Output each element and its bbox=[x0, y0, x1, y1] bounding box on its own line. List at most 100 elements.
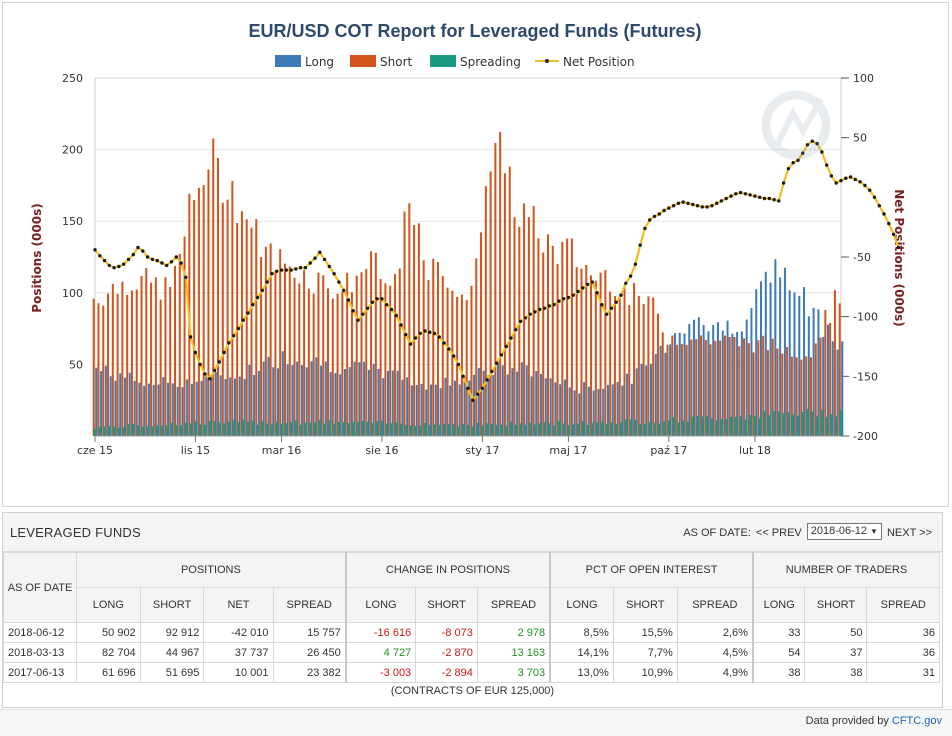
cot-chart: EUR/USD COT Report for Leveraged Funds (… bbox=[30, 21, 906, 457]
spreading-bar bbox=[113, 426, 116, 436]
short-bar bbox=[331, 298, 334, 436]
short-bar bbox=[456, 296, 459, 436]
long-bar bbox=[458, 384, 461, 436]
spreading-bar bbox=[787, 412, 790, 436]
short-bar bbox=[728, 337, 731, 436]
spreading-bar bbox=[122, 427, 125, 436]
short-bar bbox=[422, 260, 425, 436]
prev-link[interactable]: << PREV bbox=[755, 526, 802, 539]
legend-label-net-position: Net Position bbox=[563, 55, 635, 69]
spreading-bar bbox=[285, 422, 288, 436]
short-bar bbox=[374, 252, 377, 436]
net-position-point bbox=[308, 261, 312, 265]
short-bar bbox=[360, 272, 363, 436]
short-bar bbox=[260, 257, 263, 436]
short-bar bbox=[623, 285, 626, 436]
long-bar bbox=[654, 353, 657, 436]
col-header-long: LONG bbox=[76, 587, 141, 623]
spreading-bar bbox=[141, 426, 144, 436]
short-bar bbox=[503, 173, 506, 436]
spreading-bar bbox=[404, 425, 407, 436]
long-bar bbox=[210, 375, 213, 436]
x-tick-label: lut 18 bbox=[739, 444, 771, 457]
col-header-spread: SPREAD bbox=[476, 587, 551, 623]
spreading-bar bbox=[643, 423, 646, 436]
spreading-bar bbox=[156, 425, 159, 436]
spreading-bar bbox=[782, 413, 785, 436]
spreading-bar bbox=[170, 422, 173, 436]
net-position-point bbox=[495, 361, 499, 365]
long-bar bbox=[300, 365, 303, 436]
long-bar bbox=[157, 384, 160, 436]
long-bar bbox=[807, 316, 810, 436]
net-position-point bbox=[619, 293, 623, 297]
long-bar bbox=[449, 385, 452, 436]
short-bar bbox=[599, 272, 602, 436]
spreading-bar bbox=[653, 422, 656, 436]
long-bar bbox=[549, 378, 552, 436]
spreading-bar bbox=[175, 425, 178, 436]
spreading-bar bbox=[213, 420, 216, 436]
short-bar bbox=[475, 258, 478, 436]
net-position-point bbox=[246, 311, 250, 315]
short-bar bbox=[116, 293, 119, 436]
short-bar bbox=[322, 275, 325, 436]
short-bar bbox=[575, 267, 578, 436]
short-bar bbox=[154, 277, 157, 436]
contracts-note: (CONTRACTS OF EUR 125,000) bbox=[390, 685, 555, 697]
long-bar bbox=[578, 393, 581, 436]
short-bar bbox=[97, 303, 100, 436]
short-bar bbox=[700, 335, 703, 436]
net-position-point bbox=[480, 386, 484, 390]
spreading-bar bbox=[605, 424, 608, 436]
legend-label-long: Long bbox=[305, 55, 334, 69]
spreading-bar bbox=[749, 414, 752, 436]
spreading-bar bbox=[519, 423, 522, 436]
chart-title: EUR/USD COT Report for Leveraged Funds (… bbox=[248, 21, 701, 41]
spreading-bar bbox=[290, 422, 293, 436]
x-tick-label: cze 15 bbox=[77, 444, 113, 457]
panel-header: LEVERAGED FUNDS AS OF DATE: << PREV 2018… bbox=[3, 513, 942, 552]
net-position-point bbox=[169, 260, 174, 264]
net-position-point bbox=[834, 181, 838, 185]
spreading-bar bbox=[180, 425, 183, 436]
table-cell: 36 bbox=[866, 642, 940, 663]
table-cell: 15 757 bbox=[272, 622, 347, 643]
long-bar bbox=[841, 341, 844, 436]
short-bar bbox=[709, 344, 712, 436]
spreading-bar bbox=[677, 422, 680, 436]
long-bar bbox=[387, 370, 390, 436]
net-position-point bbox=[150, 257, 155, 262]
long-bar bbox=[482, 370, 485, 436]
short-bar bbox=[795, 357, 798, 436]
short-bar bbox=[408, 203, 411, 436]
x-tick-label: mar 16 bbox=[262, 444, 301, 457]
spreading-bar bbox=[452, 424, 455, 436]
long-bar bbox=[291, 365, 294, 436]
net-position-point bbox=[528, 312, 532, 316]
short-bar bbox=[618, 298, 621, 436]
long-bar bbox=[540, 373, 543, 436]
net-position-point bbox=[275, 269, 279, 273]
net-position-point bbox=[208, 377, 212, 381]
net-position-point bbox=[891, 232, 896, 236]
next-link[interactable]: NEXT >> bbox=[886, 526, 932, 539]
spreading-bar bbox=[247, 421, 250, 436]
short-bar bbox=[293, 277, 296, 436]
short-bar bbox=[508, 166, 511, 437]
net-position-point bbox=[380, 297, 384, 301]
net-position-point bbox=[552, 303, 556, 307]
spreading-bar bbox=[447, 424, 450, 436]
net-position-point bbox=[691, 202, 695, 207]
net-position-point bbox=[700, 205, 704, 209]
spreading-bar bbox=[753, 415, 756, 436]
date-select[interactable]: 2018-06-12 ▼ bbox=[806, 523, 882, 540]
cftc-link[interactable]: CFTC.gov bbox=[891, 715, 942, 727]
short-bar bbox=[250, 227, 253, 436]
short-bar bbox=[436, 261, 440, 436]
short-bar bbox=[723, 335, 726, 436]
long-bar bbox=[453, 380, 456, 436]
long-bar bbox=[100, 371, 103, 436]
y-right-tick-label: 100 bbox=[853, 72, 874, 85]
net-position-point bbox=[126, 257, 131, 262]
